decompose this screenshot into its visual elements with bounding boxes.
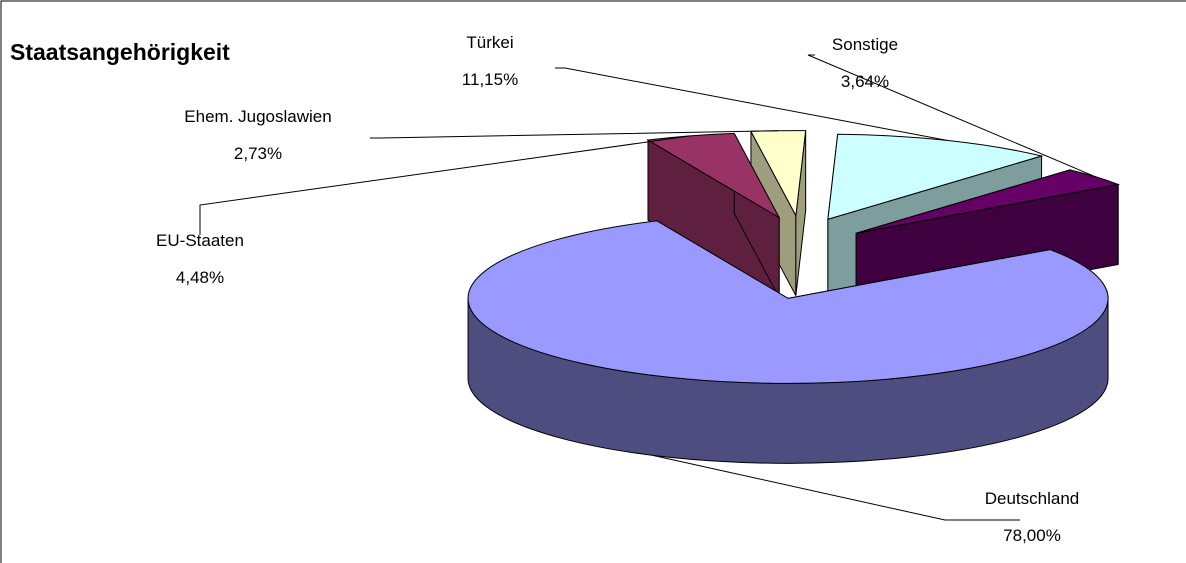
slice-label: Sonstige [832, 35, 898, 54]
slice-label: Türkei [466, 33, 513, 52]
leader-line [370, 130, 779, 139]
slice-top [467, 220, 1109, 384]
slice-label: EU-Staaten [156, 231, 244, 250]
slice-label: Ehem. Jugoslawien [184, 107, 331, 126]
slice-label: Deutschland [985, 489, 1080, 508]
chart-title: Staatsangehörigkeit [10, 39, 230, 65]
value-label: 2,73% [234, 144, 282, 163]
value-label: 11,15% [462, 70, 518, 89]
value-label: 4,48% [176, 268, 224, 287]
leader-line [555, 67, 947, 141]
value-label: 78,00% [1003, 526, 1061, 545]
leader-line [652, 454, 1020, 521]
value-label: 3,64% [841, 72, 889, 91]
slice-top [646, 132, 781, 219]
leader-line [199, 135, 691, 235]
leader-line [807, 54, 1096, 178]
